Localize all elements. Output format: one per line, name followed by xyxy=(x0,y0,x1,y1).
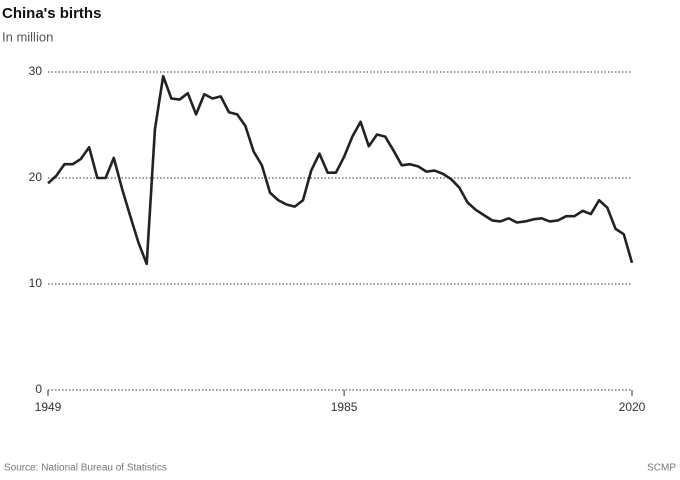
y-tick-label: 0 xyxy=(35,382,42,396)
y-tick-label: 30 xyxy=(29,64,43,78)
chart-subtitle: In million xyxy=(2,29,53,44)
y-tick-label: 20 xyxy=(29,170,43,184)
line xyxy=(47,74,634,266)
x-tick-label: 2020 xyxy=(619,400,646,414)
source: Source: National Bureau of Statistics xyxy=(4,463,167,474)
x-tick-label: 1949 xyxy=(35,400,62,414)
y-tick-label: 10 xyxy=(29,276,43,290)
chart-title: China's births xyxy=(2,5,101,22)
x-tick-label: 1985 xyxy=(331,400,358,414)
credit: SCMP xyxy=(647,463,676,474)
